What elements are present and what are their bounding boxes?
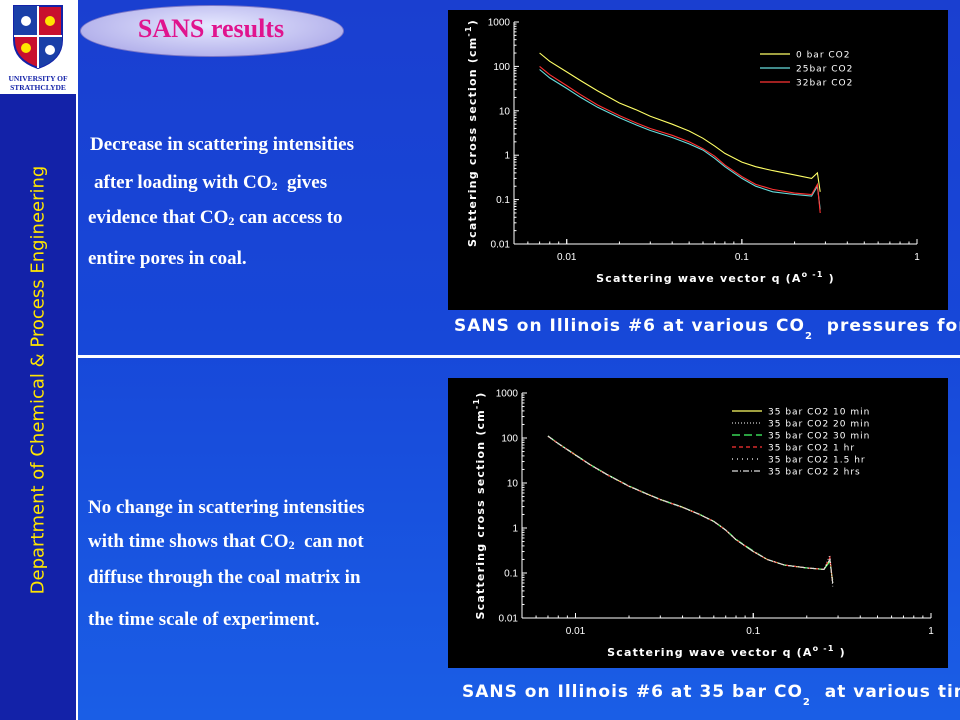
top-text-line-2: after loading with CO2 gives — [94, 172, 328, 193]
series-line-1 — [539, 52, 821, 192]
crest-icon: UNIVERSITY OF STRATHCLYDE — [8, 5, 68, 92]
y-tick-label: 0.01 — [499, 614, 519, 625]
y-tick-label: 100 — [501, 434, 518, 445]
top-text-line-4: entire pores in coal. — [88, 248, 247, 269]
x-axis-title-sup: o -1 — [813, 644, 835, 653]
x-axis-title-sup: o -1 — [802, 270, 824, 279]
series-line-3 — [539, 65, 821, 214]
y-axis-title-sup: -1 — [464, 25, 473, 36]
section-divider — [76, 355, 960, 358]
bottom-text-line-4: the time scale of experiment. — [88, 609, 320, 630]
chart-bottom: 0.01 0.1 1 10 100 1000 0.01 0.1 1 Scattering wave… — [448, 378, 948, 668]
y-tick-label: 0.1 — [496, 195, 510, 206]
sidebar: UNIVERSITY OF STRATHCLYDE Department of … — [0, 0, 78, 720]
y-axis-title-end: ) — [466, 19, 479, 25]
y-tick-label: 10 — [507, 479, 519, 490]
legend-label-5: 35 bar CO2 1.5 hr — [768, 456, 866, 466]
x-axis-title-end: ) — [824, 272, 835, 285]
legend-label-3: 32bar CO2 — [796, 79, 853, 89]
x-tick-label: 0.1 — [746, 626, 760, 637]
series-line-2 — [539, 69, 821, 210]
series-line-6 — [547, 435, 834, 584]
top-text-line-1: Decrease in scattering intensities — [90, 134, 355, 155]
x-tick-label: 0.01 — [557, 252, 577, 263]
department-name: Department of Chemical & Process Enginee… — [27, 165, 49, 595]
legend-label-3: 35 bar CO2 30 min — [768, 432, 870, 442]
y-tick-label: 0.01 — [491, 240, 511, 251]
title-pill — [80, 5, 344, 57]
page-title: SANS results — [137, 14, 285, 43]
y-tick-label: 1000 — [496, 389, 519, 400]
y-tick-label: 10 — [499, 106, 511, 117]
plot-background — [448, 378, 948, 668]
x-axis-title-end: ) — [835, 646, 846, 659]
logo-wordmark-top: UNIVERSITY OF — [8, 74, 68, 83]
chart-top: 0.01 0.1 1 10 100 1000 0.01 0.1 1 Scattering wave… — [448, 10, 948, 310]
top-text-line-3: evidence that CO2 can access to — [88, 207, 343, 228]
legend-label-2: 25bar CO2 — [796, 65, 853, 75]
y-axis-title: Scattering cross section (cm-1) — [472, 392, 487, 620]
y-tick-label: 100 — [493, 62, 510, 73]
university-logo: UNIVERSITY OF STRATHCLYDE — [0, 0, 76, 94]
x-tick-label: 1 — [928, 626, 934, 637]
y-tick-label: 1000 — [488, 18, 511, 29]
x-axis-title-main: Scattering wave vector q (A — [596, 272, 801, 285]
y-axis-title-main: Scattering cross section (cm — [466, 37, 479, 247]
caption-top: SANS on Illinois #6 at various CO2 press… — [454, 316, 960, 342]
logo-wordmark-bottom: STRATHCLYDE — [10, 83, 66, 92]
x-tick-label: 0.1 — [735, 252, 749, 263]
x-axis-title-main: Scattering wave vector q (A — [607, 646, 812, 659]
legend-label-1: 35 bar CO2 10 min — [768, 408, 870, 418]
x-tick-label: 0.01 — [566, 626, 586, 637]
bottom-text-line-1: No change in scattering intensities — [88, 497, 365, 518]
y-axis-title-end: ) — [474, 392, 487, 398]
bottom-text-line-2: with time shows that CO2 can not — [88, 531, 364, 552]
legend-label-2: 35 bar CO2 20 min — [768, 420, 870, 430]
y-axis-title-sup: -1 — [472, 398, 481, 409]
x-axis-title: Scattering wave vector q (Ao -1 ) — [607, 644, 846, 659]
plot-background — [448, 10, 948, 310]
x-axis-title: Scattering wave vector q (Ao -1 ) — [596, 270, 835, 285]
bottom-text-line-3: diffuse through the coal matrix in — [88, 567, 361, 588]
y-tick-label: 1 — [512, 524, 518, 535]
x-tick-label: 1 — [914, 252, 920, 263]
legend-label-1: 0 bar CO2 — [796, 51, 850, 61]
legend-label-6: 35 bar CO2 2 hrs — [768, 468, 861, 478]
caption-bottom: SANS on Illinois #6 at 35 bar CO2 at var… — [462, 682, 960, 708]
y-tick-label: 0.1 — [504, 569, 518, 580]
y-axis-title: Scattering cross section (cm-1) — [464, 19, 479, 247]
legend-label-4: 35 bar CO2 1 hr — [768, 444, 855, 454]
y-tick-label: 1 — [504, 151, 510, 162]
y-axis-title-main: Scattering cross section (cm — [474, 409, 487, 619]
